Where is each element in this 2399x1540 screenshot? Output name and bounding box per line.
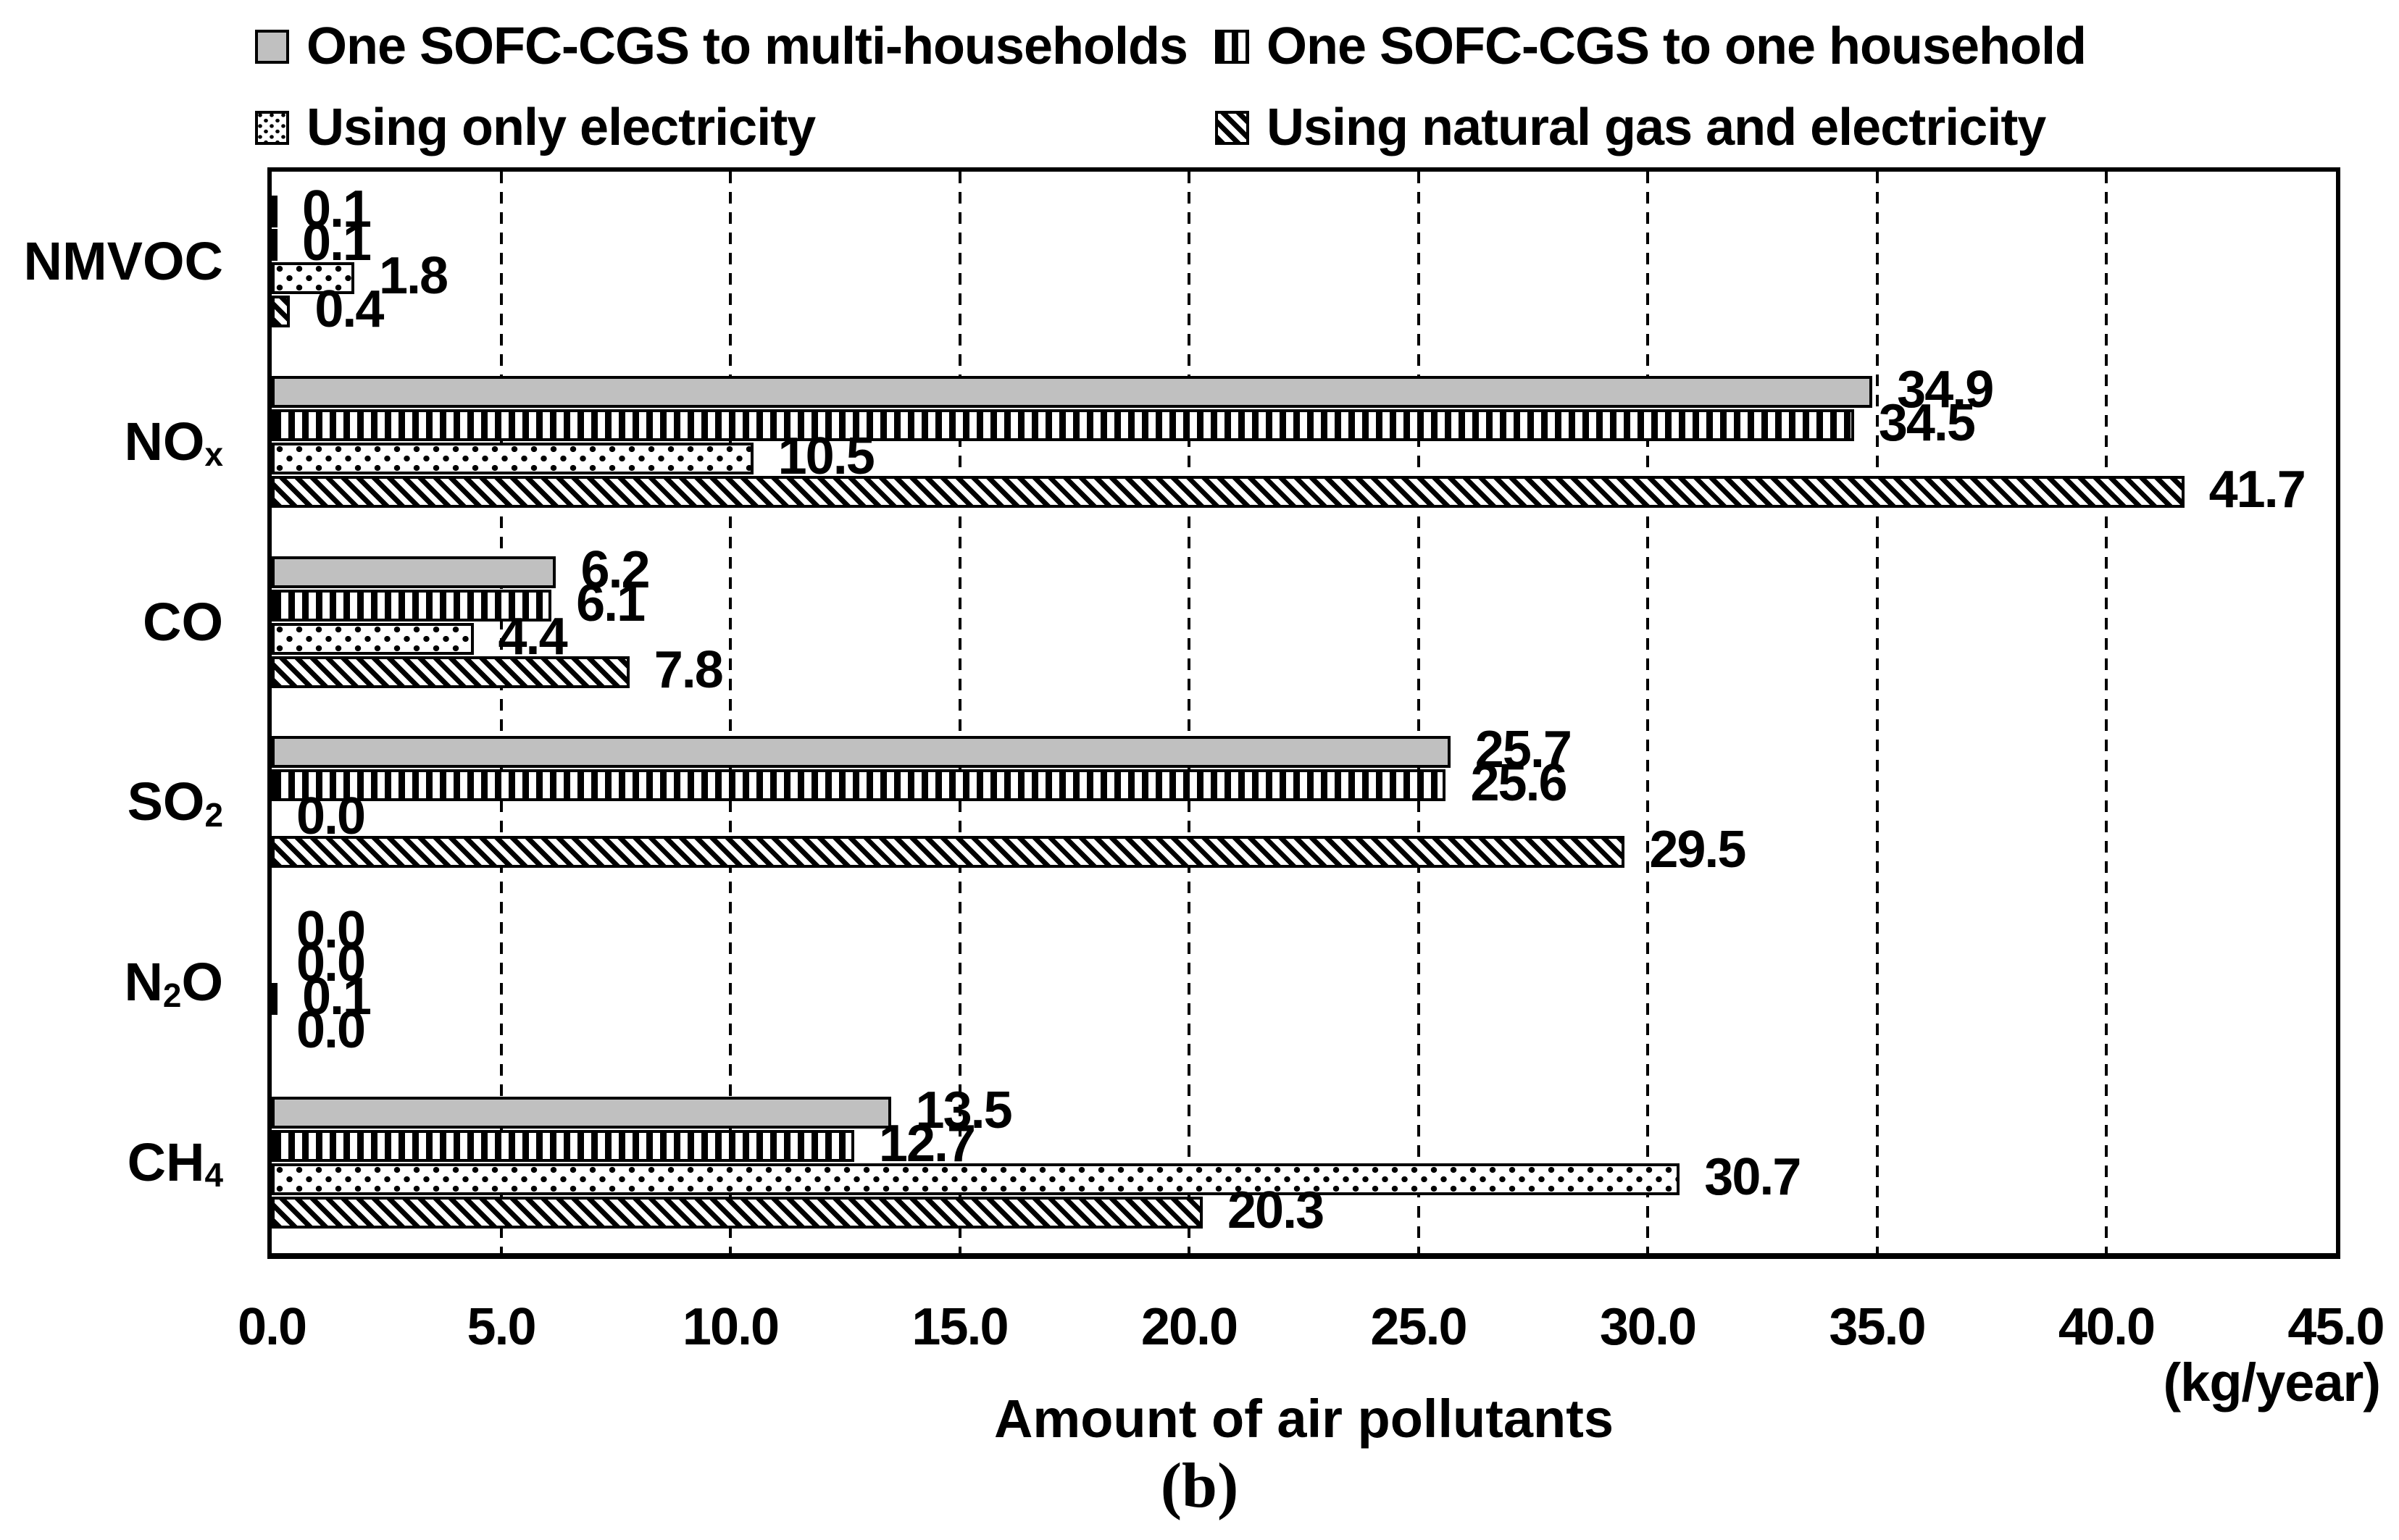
gridline-25 [1417, 172, 1420, 1253]
bar-CH4-diagonal-stripes [272, 1197, 1203, 1229]
gridline-30 [1646, 172, 1649, 1253]
y-axis-label-NOx: NOx [0, 414, 223, 471]
bar-CO-dots [272, 622, 474, 655]
value-label-CO-dots: 4.4 [498, 607, 568, 666]
value-label-SO2-diagonal-stripes: 29.5 [1649, 821, 1746, 879]
subscript: x [204, 435, 223, 474]
bar-NOx-vertical-stripes [272, 409, 1854, 441]
x-axis-unit-label: (kg/year) [2163, 1352, 2381, 1413]
label-text: NO [124, 411, 205, 472]
x-tick-5: 5.0 [467, 1298, 536, 1356]
value-label-N2O-dots: 0.1 [302, 968, 372, 1026]
value-label-N2O-vertical-stripes: 0.0 [296, 934, 366, 993]
label-text: O [181, 952, 223, 1013]
value-label-CH4-solid-gray: 13.5 [915, 1081, 1013, 1140]
label-text: NMVOC [23, 231, 223, 291]
x-tick-0: 0.0 [237, 1298, 307, 1356]
value-label-NOx-vertical-stripes: 34.5 [1878, 393, 1976, 452]
bar-SO2-solid-gray [272, 736, 1451, 769]
x-tick-35: 35.0 [1829, 1298, 1926, 1356]
solid-gray-swatch-icon [255, 29, 289, 64]
gridline-40 [2105, 172, 2108, 1253]
bar-CH4-vertical-stripes [272, 1130, 854, 1163]
bar-CO-vertical-stripes [272, 589, 552, 622]
bar-N2O-dots [272, 983, 278, 1016]
gridline-35 [1875, 172, 1879, 1253]
value-label-NMVOC-vertical-stripes: 0.1 [302, 214, 372, 272]
gridline-5 [499, 172, 503, 1253]
x-axis-title: Amount of air pollutants [993, 1389, 1614, 1449]
bar-SO2-diagonal-stripes [272, 836, 1625, 869]
value-label-NOx-dots: 10.5 [777, 427, 875, 485]
label-text: SO [127, 771, 205, 832]
plot-area: 0.1 0.1 1.8 0.4 34.9 34.5 10.5 41.7 6.2 6.1 4.4 7.8… [267, 167, 2340, 1259]
dots-swatch-icon [255, 110, 289, 145]
value-label-N2O-solid-gray: 0.0 [296, 901, 366, 960]
y-axis-label-SO2: SO2 [0, 775, 223, 832]
subscript: 2 [162, 976, 182, 1014]
y-axis-label-N2O: N2O [0, 952, 223, 1013]
figure-caption: (b) [1160, 1451, 1239, 1521]
x-tick-30: 30.0 [1599, 1298, 1697, 1356]
legend-label: Using only electricity [306, 99, 816, 156]
y-axis-label-CO: CO [0, 595, 223, 649]
x-tick-40: 40.0 [2058, 1298, 2156, 1356]
gridline-20 [1188, 172, 1190, 1253]
y-axis-label-NMVOC: NMVOC [0, 235, 223, 288]
value-label-CH4-dots: 30.7 [1704, 1148, 1801, 1207]
legend-item-dots: Using only electricity [255, 101, 816, 154]
legend-item-diagonal-stripes: Using natural gas and electricity [1215, 101, 2046, 154]
value-label-NMVOC-solid-gray: 0.1 [302, 180, 372, 239]
bar-NOx-solid-gray [272, 375, 1873, 408]
x-tick-20: 20.0 [1140, 1298, 1238, 1356]
y-axis-label-CH4: CH4 [0, 1136, 223, 1192]
x-tick-45: 45.0 [2287, 1298, 2385, 1356]
bar-CO-diagonal-stripes [272, 656, 630, 688]
value-label-CO-vertical-stripes: 6.1 [576, 574, 646, 632]
bar-NOx-dots [272, 442, 754, 474]
bar-NMVOC-vertical-stripes [272, 229, 278, 261]
legend-label: One SOFC-CGS to multi-households [306, 17, 1188, 75]
label-text: N [124, 952, 163, 1013]
x-tick-25: 25.0 [1370, 1298, 1467, 1356]
value-label-CH4-vertical-stripes: 12.7 [878, 1115, 976, 1173]
bar-NMVOC-diagonal-stripes [272, 296, 291, 327]
value-label-SO2-vertical-stripes: 25.6 [1470, 754, 1567, 813]
diagonal-stripes-swatch-icon [1215, 110, 1249, 145]
legend-label: One SOFC-CGS to one household [1267, 17, 2087, 75]
bar-CO-solid-gray [272, 556, 556, 588]
label-text: CH [127, 1132, 205, 1193]
value-label-NMVOC-dots: 1.8 [378, 247, 448, 306]
value-label-NMVOC-diagonal-stripes: 0.4 [314, 280, 384, 339]
value-label-N2O-diagonal-stripes: 0.0 [296, 1001, 366, 1060]
legend-item-vertical-stripes: One SOFC-CGS to one household [1215, 20, 2087, 72]
value-label-CO-solid-gray: 6.2 [580, 540, 650, 599]
bar-CH4-solid-gray [272, 1097, 891, 1129]
bar-NMVOC-dots [272, 262, 354, 294]
subscript: 4 [204, 1156, 223, 1194]
value-label-NOx-solid-gray: 34.9 [1897, 360, 1994, 419]
bar-CH4-dots [272, 1163, 1680, 1196]
value-label-CO-diagonal-stripes: 7.8 [654, 640, 724, 699]
value-label-CH4-diagonal-stripes: 20.3 [1227, 1181, 1324, 1240]
bar-SO2-vertical-stripes [272, 769, 1446, 802]
x-tick-15: 15.0 [911, 1298, 1009, 1356]
gridline-15 [958, 172, 961, 1253]
label-text: CO [143, 591, 223, 652]
legend-item-solid-gray: One SOFC-CGS to multi-households [255, 20, 1188, 72]
legend-label: Using natural gas and electricity [1267, 99, 2046, 156]
bar-NOx-diagonal-stripes [272, 475, 2185, 508]
vertical-stripes-swatch-icon [1215, 29, 1249, 64]
gridline-10 [729, 172, 732, 1253]
value-label-NOx-diagonal-stripes: 41.7 [2208, 460, 2306, 519]
value-label-SO2-dots: 0.0 [296, 787, 366, 846]
x-tick-10: 10.0 [682, 1298, 780, 1356]
value-label-SO2-solid-gray: 25.7 [1474, 721, 1572, 779]
subscript: 2 [204, 795, 223, 834]
bar-NMVOC-solid-gray [272, 196, 278, 227]
